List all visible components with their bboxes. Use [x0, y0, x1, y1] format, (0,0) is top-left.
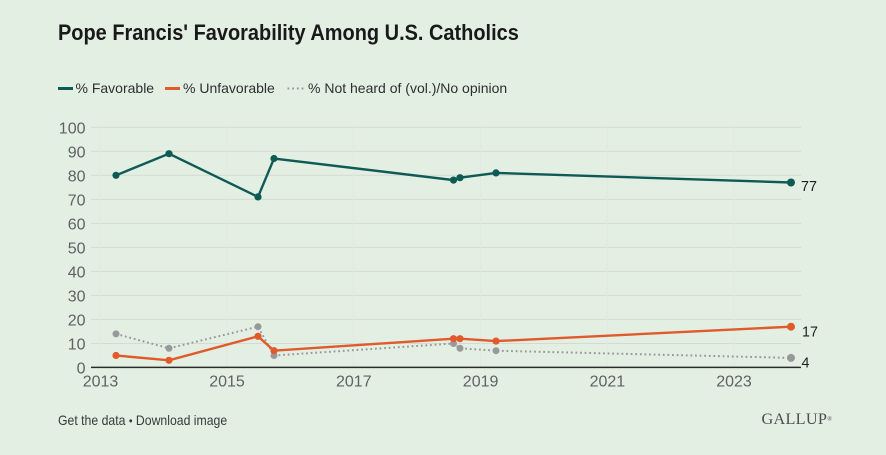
- svg-text:2013: 2013: [83, 374, 119, 391]
- svg-text:90: 90: [68, 145, 86, 162]
- svg-text:30: 30: [68, 289, 86, 306]
- svg-text:4: 4: [802, 356, 810, 372]
- svg-text:2021: 2021: [590, 374, 626, 391]
- svg-text:50: 50: [68, 241, 86, 258]
- svg-text:10: 10: [68, 337, 86, 354]
- svg-text:60: 60: [68, 217, 86, 234]
- svg-text:0: 0: [77, 361, 86, 378]
- svg-text:80: 80: [68, 169, 86, 186]
- svg-text:77: 77: [801, 179, 817, 195]
- svg-text:100: 100: [59, 121, 86, 138]
- svg-text:2019: 2019: [463, 374, 499, 391]
- svg-text:70: 70: [68, 193, 86, 210]
- svg-text:2015: 2015: [209, 374, 245, 391]
- svg-text:20: 20: [68, 313, 86, 330]
- svg-text:17: 17: [802, 324, 818, 340]
- svg-text:40: 40: [68, 265, 86, 282]
- svg-text:2023: 2023: [716, 374, 752, 391]
- svg-text:2017: 2017: [336, 374, 372, 391]
